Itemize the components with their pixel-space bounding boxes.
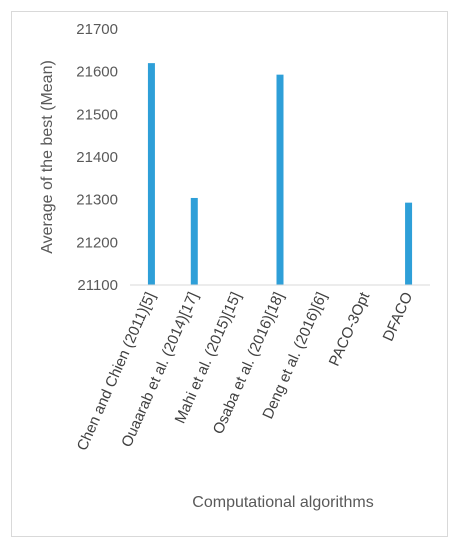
y-tick-label: 21100: [77, 277, 118, 294]
x-axis-title: Computational algorithms: [192, 494, 373, 511]
bar: [190, 197, 198, 285]
x-category-label: Ouaarab et al. (2014)[17]: [118, 290, 202, 450]
x-category-label: PACO-3Opt: [326, 289, 374, 369]
y-tick-label: 21700: [76, 21, 118, 38]
y-tick-label: 21200: [76, 234, 118, 251]
x-category-label: Chen and Chien (2011)[5]: [74, 290, 159, 454]
y-tick-label: 21600: [76, 64, 118, 81]
x-category-label: DFACO: [380, 290, 417, 344]
bars: [147, 63, 413, 286]
y-tick-labels: 21100 21200 21300 21400 21500 21600 21700: [76, 21, 118, 294]
bar: [276, 74, 284, 285]
y-tick-label: 21400: [76, 149, 118, 166]
bar: [147, 63, 155, 286]
bar: [405, 202, 413, 285]
category-labels: Chen and Chien (2011)[5]Ouaarab et al. (…: [74, 289, 416, 453]
y-tick-label: 21300: [76, 192, 118, 209]
y-tick-label: 21500: [76, 106, 118, 123]
chart-frame: [11, 11, 448, 537]
y-axis-title: Average of the best (Mean): [39, 60, 56, 254]
